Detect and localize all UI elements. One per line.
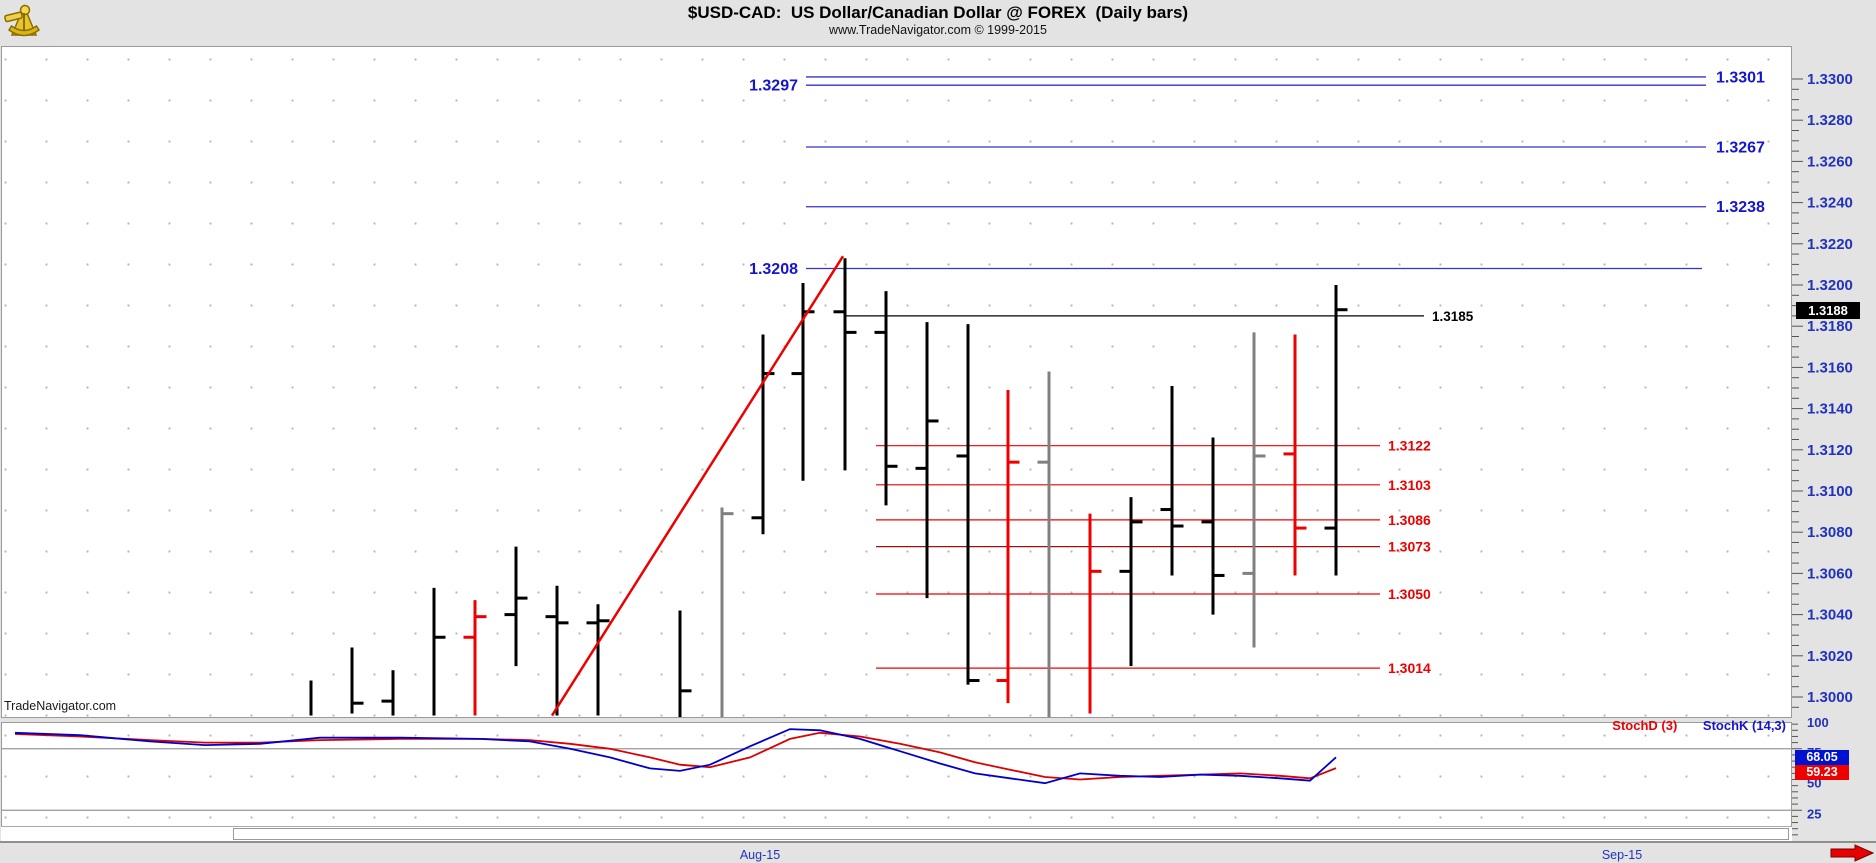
stochk-value-badge: 68.05 [1795,750,1849,765]
price-axis-label-1.3060: 1.3060 [1807,565,1853,582]
stochastic-pane [1,722,1792,841]
price-axis-label-1.3260: 1.3260 [1807,153,1853,170]
stoch-axis-label-100: 100 [1807,715,1829,730]
stochk-legend-label: StochK (14,3) [1702,718,1786,733]
tradenavigator-logo [4,4,41,37]
stochd-legend-label: StochD (3) [1612,718,1678,733]
horizontal-scrollbar[interactable] [1,826,1792,841]
price-axis-label-1.3240: 1.3240 [1807,195,1853,212]
scrollbar-thumb[interactable] [233,828,1789,840]
price-axis-label-1.3020: 1.3020 [1807,648,1853,665]
date-label-aug: Aug-15 [739,848,781,862]
chart-subtitle: www.TradeNavigator.com © 1999-2015 [829,23,1047,37]
price-axis-label-1.3140: 1.3140 [1807,401,1853,418]
price-axis-label-1.3080: 1.3080 [1807,524,1853,541]
stochd-value-badge: 59.23 [1795,765,1849,780]
price-axis-label-1.3180: 1.3180 [1807,318,1853,335]
date-axis: Aug-15 Sep-15 [0,841,1876,863]
stoch-axis-label-25: 25 [1807,806,1821,821]
price-axis-label-1.3000: 1.3000 [1807,689,1853,706]
price-axis-label-1.3100: 1.3100 [1807,483,1853,500]
stochastic-legend: StochD (3) StochK (14,3) [1380,718,1786,733]
price-axis-label-1.3160: 1.3160 [1807,359,1853,376]
price-axis-layer: 1.3300 1.3280 1.3260 1.3240 1.3220 1.3200 1.31… [1792,71,1853,836]
price-axis-label-1.3300: 1.3300 [1807,71,1853,88]
watermark: TradeNavigator.com [4,699,117,713]
price-axis-label-1.3280: 1.3280 [1807,112,1853,129]
last-price-badge: 1.3188 [1796,302,1860,319]
chart-title: $USD-CAD: US Dollar/Canadian Dollar @ FO… [687,3,1189,22]
date-label-sep: Sep-15 [1601,848,1643,862]
main-chart-pane [1,46,1792,718]
scroll-right-arrow-icon[interactable] [1830,844,1874,862]
price-axis-label-1.3220: 1.3220 [1807,236,1853,253]
price-axis-label-1.3120: 1.3120 [1807,442,1853,459]
price-axis-label-1.3040: 1.3040 [1807,607,1853,624]
price-axis-label-1.3200: 1.3200 [1807,277,1853,294]
